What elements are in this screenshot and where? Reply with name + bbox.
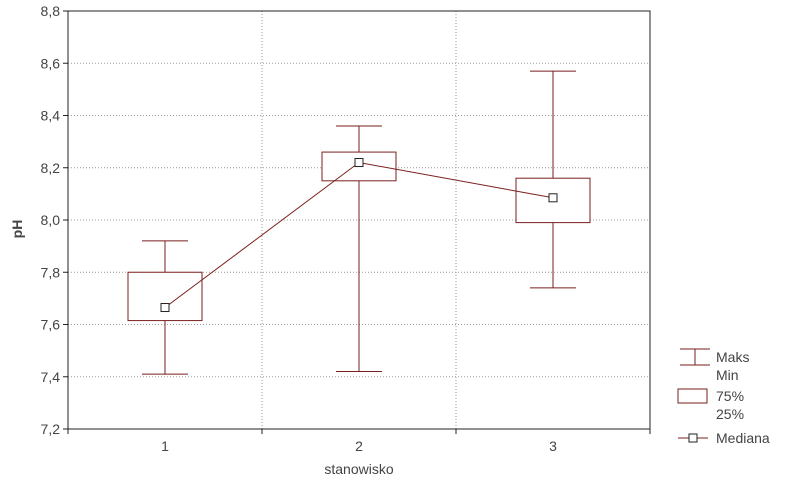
median-marker (160, 303, 170, 313)
legend-box-icon (677, 388, 708, 404)
y-tick-label: 8,8 (41, 3, 61, 19)
y-tick-label: 7,4 (41, 369, 61, 385)
y-tick-label: 7,2 (41, 421, 61, 437)
box-iqr (321, 151, 397, 182)
box-group-1 (127, 240, 203, 375)
y-tick-label: 7,8 (41, 264, 61, 280)
median-marker (548, 193, 558, 203)
x-tick-label: 2 (355, 438, 363, 454)
y-tick-label: 8,2 (41, 160, 61, 176)
y-tick-label: 8,4 (41, 108, 61, 124)
x-axis-title: stanowisko (324, 461, 393, 477)
legend-max-label: Maks (716, 349, 749, 365)
box-marks (127, 70, 591, 375)
legend-q75-label: 75% (716, 388, 744, 404)
box-iqr (515, 177, 591, 224)
x-tick-label: 3 (549, 438, 557, 454)
y-tick-label: 8,0 (41, 212, 61, 228)
legend: Maks Min 75% 25% Mediana (677, 348, 770, 446)
x-tick-label: 1 (161, 438, 169, 454)
median-marker (354, 158, 364, 168)
y-axis-title: pH (9, 220, 25, 239)
legend-min-label: Min (716, 367, 739, 383)
y-axis: 7,2 7,4 7,6 7,8 8,0 8,2 8,4 8,6 8,8 (41, 3, 68, 437)
box-iqr (127, 271, 203, 322)
legend-median-label: Mediana (716, 430, 770, 446)
y-tick-label: 7,6 (41, 317, 61, 333)
x-axis: 1 2 3 (67, 429, 651, 454)
box-group-3 (515, 70, 591, 289)
box-group-2 (321, 125, 397, 373)
legend-median-icon (678, 433, 708, 443)
legend-q25-label: 25% (716, 406, 744, 422)
legend-whisker-icon (680, 348, 710, 366)
y-tick-label: 8,6 (41, 55, 61, 71)
